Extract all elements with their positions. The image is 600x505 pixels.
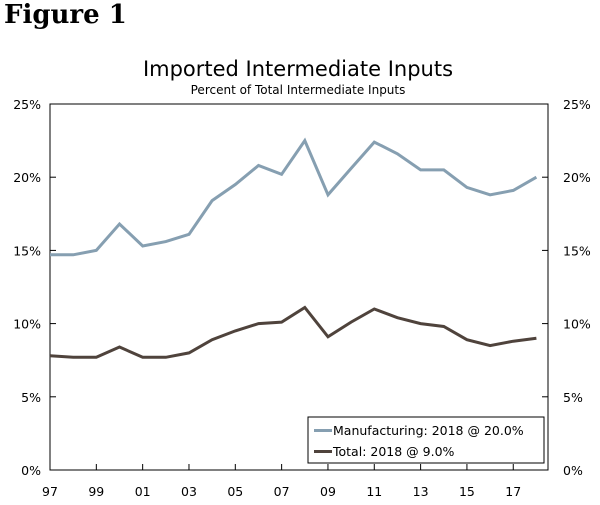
x-tick-label: 13 [413,484,429,499]
x-tick-label: 99 [88,484,104,499]
y-tick-label-left: 20% [13,170,41,185]
x-tick-label: 07 [274,484,290,499]
chart-subtitle: Percent of Total Intermediate Inputs [191,83,406,97]
y-tick-label-right: 10% [563,317,591,332]
series-line-manufacturing [50,137,538,257]
x-tick-label: 11 [366,484,382,499]
series-group [49,137,538,359]
legend: Manufacturing: 2018 @ 20.0% Total: 2018 … [307,416,545,464]
plot-frame [49,103,549,471]
y-tick-label-right: 15% [563,243,591,258]
y-axis: 0% 0% 5% 5% 10% 10% 15% 15% 20% 20% 25% 25% [13,97,591,478]
series-line-total [49,305,537,359]
x-tick-label: 09 [320,484,336,499]
legend-label-manufacturing: Manufacturing: 2018 @ 20.0% [333,423,524,438]
y-tick-label-right: 0% [563,463,583,478]
y-tick-label-left: 10% [13,317,41,332]
x-tick-label: 15 [459,484,475,499]
x-tick-label: 01 [135,484,151,499]
legend-label-total: Total: 2018 @ 9.0% [332,444,455,459]
x-tick-label: 97 [42,484,58,499]
x-tick-label: 03 [181,484,197,499]
y-tick-label-left: 25% [13,97,41,112]
figure-label: Figure 1 [4,0,127,30]
y-tick-label-left: 15% [13,243,41,258]
x-tick-label: 05 [227,484,243,499]
y-tick-label-right: 5% [563,390,583,405]
chart-title: Imported Intermediate Inputs [143,57,453,81]
legend-box [307,416,545,464]
y-tick-label-left: 5% [21,390,41,405]
y-tick-label-right: 20% [563,170,591,185]
x-tick-label: 17 [505,484,521,499]
y-tick-label-left: 0% [21,463,41,478]
y-tick-label-right: 25% [563,97,591,112]
x-axis: 97 99 01 03 05 07 09 11 13 15 17 [42,464,521,499]
